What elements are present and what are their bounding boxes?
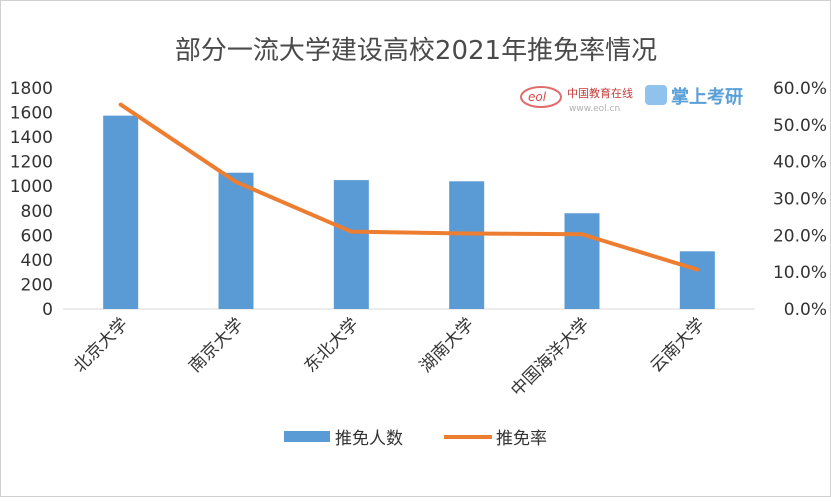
axes-group: 0 200 400 600 800 1000 1200 1400 1600 1800 0.0% 10.… — [10, 79, 827, 320]
bar — [449, 181, 485, 309]
y-right-tick-label: 20.0% — [773, 226, 827, 246]
wechat-caption-text: 兰财税海研语 — [681, 452, 777, 471]
line-point — [695, 268, 699, 272]
brand-watermark: 掌上考研 — [645, 85, 743, 108]
legend: 推免人数 推免率 — [284, 429, 547, 449]
y-left-tick-label: 600 — [21, 226, 53, 246]
bar — [564, 213, 600, 309]
y-left-tick-label: 200 — [21, 275, 53, 295]
y-left-tick-label: 800 — [21, 202, 53, 222]
line-group — [118, 102, 700, 272]
eol-caption: 中国教育在线 — [567, 86, 633, 100]
bar — [103, 115, 139, 309]
bar — [218, 172, 254, 309]
eol-logo-icon — [520, 86, 562, 108]
y-right-tick-label: 0.0% — [784, 300, 827, 320]
line-point — [580, 232, 584, 236]
line-point — [234, 180, 238, 184]
eol-logo-text: eol — [528, 90, 547, 104]
y-right-tick-label: 40.0% — [773, 153, 827, 173]
y-left-tick-label: 1000 — [10, 177, 53, 197]
y-left-tick-label: 1800 — [10, 79, 53, 99]
y-right-tick-label: 60.0% — [773, 79, 827, 99]
category-labels: 北京大学 南京大学 东北大学 湖南大学 中国海洋大学 云南大学 — [70, 314, 709, 400]
series-line — [118, 102, 700, 272]
bar — [333, 180, 369, 309]
legend-swatch-bar — [284, 431, 330, 442]
category-label: 东北大学 — [301, 314, 363, 376]
line-point — [349, 230, 353, 234]
brand-text: 掌上考研 — [671, 86, 743, 108]
category-label: 湖南大学 — [416, 314, 478, 376]
y-left-tick-label: 1200 — [10, 153, 53, 173]
category-label: 中国海洋大学 — [507, 314, 593, 400]
legend-label-line: 推免率 — [496, 429, 547, 449]
y-left-tick-label: 1400 — [10, 128, 53, 148]
bars-group — [103, 115, 715, 309]
eol-watermark: eol 中国教育在线 www.eol.cn — [520, 86, 633, 114]
y-right-tick-label: 50.0% — [773, 116, 827, 136]
y-right-tick-label: 10.0% — [773, 263, 827, 283]
legend-label-bar: 推免人数 — [335, 429, 403, 449]
line-point — [465, 231, 469, 235]
line-point — [119, 103, 123, 107]
eol-url: www.eol.cn — [569, 104, 620, 114]
bar — [679, 251, 715, 309]
y-left-tick-label: 400 — [21, 251, 53, 271]
chart-title: 部分一流大学建设高校2021年推免率情况 — [175, 36, 657, 66]
category-label: 南京大学 — [185, 314, 247, 376]
y-left-tick-label: 1600 — [10, 104, 53, 124]
y-left-tick-label: 0 — [42, 300, 53, 320]
wechat-caption: 兰财税海研语 — [651, 450, 777, 472]
y-right-tick-label: 30.0% — [773, 190, 827, 210]
category-label: 北京大学 — [70, 314, 132, 376]
category-label: 云南大学 — [647, 314, 709, 376]
wechat-icon — [651, 450, 673, 472]
brand-logo-icon — [645, 85, 667, 105]
